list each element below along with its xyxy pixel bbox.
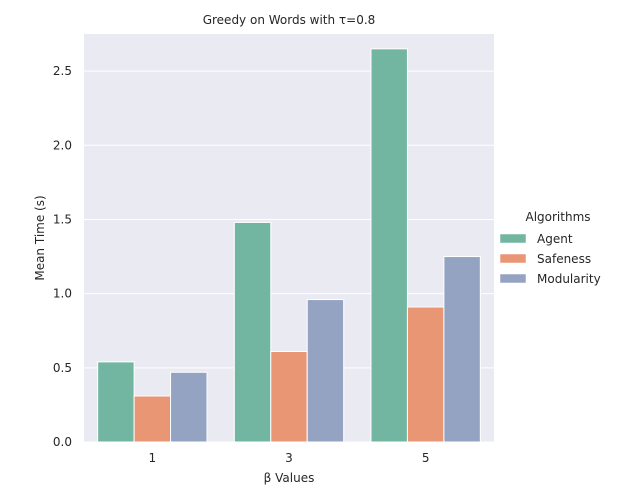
chart-title: Greedy on Words with τ=0.8 bbox=[203, 13, 376, 27]
bar-safeness-5 bbox=[406, 306, 445, 443]
bar-modularity-3 bbox=[306, 299, 345, 443]
x-axis-label: β Values bbox=[264, 471, 315, 485]
bar-agent-3 bbox=[233, 221, 272, 443]
x-tick-label: 5 bbox=[422, 451, 430, 465]
y-tick-label: 1.0 bbox=[53, 287, 72, 301]
bar-safeness-1 bbox=[133, 395, 172, 443]
bars bbox=[97, 48, 481, 443]
y-tick-label: 2.0 bbox=[53, 138, 72, 152]
y-tick-label: 1.5 bbox=[53, 212, 72, 226]
legend: Algorithms Agent Safeness Modularity bbox=[499, 210, 601, 286]
y-tick-label: 0.5 bbox=[53, 361, 72, 375]
legend-label-safeness: Safeness bbox=[537, 252, 591, 266]
legend-items: Agent Safeness Modularity bbox=[499, 232, 601, 286]
bar-modularity-1 bbox=[170, 371, 208, 443]
y-tick-labels: 0.0 0.5 1.0 1.5 2.0 2.5 bbox=[53, 64, 72, 449]
legend-swatch-safeness bbox=[499, 253, 527, 264]
y-tick-label: 2.5 bbox=[53, 64, 72, 78]
legend-title: Algorithms bbox=[525, 210, 590, 224]
legend-label-modularity: Modularity bbox=[537, 272, 601, 286]
legend-swatch-modularity bbox=[499, 273, 527, 284]
y-axis-label: Mean Time (s) bbox=[33, 195, 47, 280]
y-tick-label: 0.0 bbox=[53, 435, 72, 449]
legend-swatch-agent bbox=[499, 233, 527, 244]
bar-agent-1 bbox=[97, 361, 135, 443]
bar-safeness-3 bbox=[270, 350, 308, 443]
legend-label-agent: Agent bbox=[537, 232, 573, 246]
bar-modularity-5 bbox=[443, 256, 481, 443]
x-tick-labels: 1 3 5 bbox=[149, 451, 430, 465]
x-tick-label: 1 bbox=[149, 451, 157, 465]
bar-agent-5 bbox=[370, 48, 408, 443]
x-tick-label: 3 bbox=[285, 451, 293, 465]
